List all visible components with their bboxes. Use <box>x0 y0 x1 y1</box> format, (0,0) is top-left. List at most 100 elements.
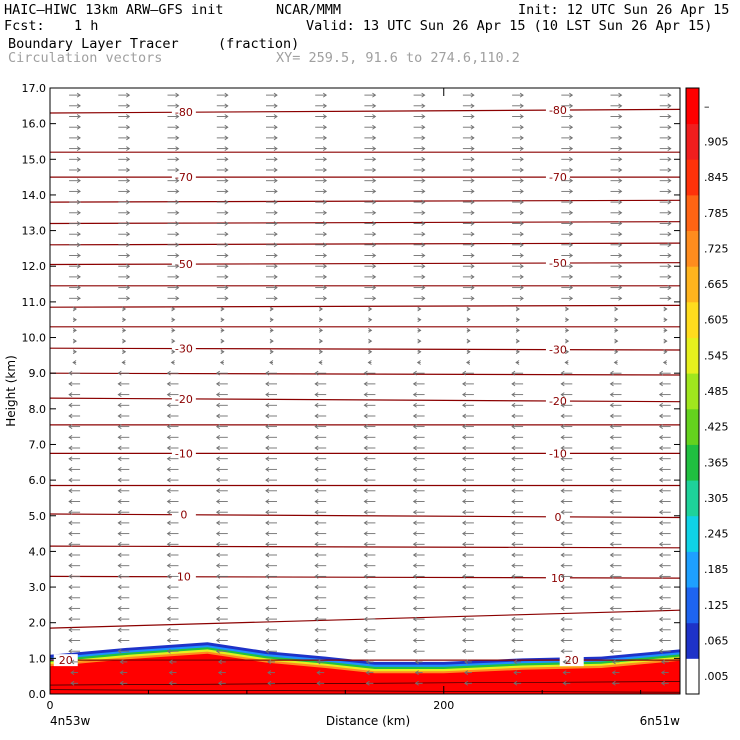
wind-vector-head <box>466 360 471 365</box>
wind-vector-head <box>166 509 171 515</box>
wind-vector-head <box>215 648 221 654</box>
wind-vector-head <box>322 167 328 173</box>
wind-vector-head <box>511 509 516 515</box>
wind-vector-head <box>412 477 417 483</box>
axes: 0.0 1.0 2.0 3.0 4.0 5.0 6.0 7.0 8.0 9.0 10.0 11.0 12… <box>22 82 680 712</box>
wind-vector-head <box>175 167 180 173</box>
wind-vector-head <box>217 659 223 665</box>
wind-vector-head <box>462 381 467 387</box>
wind-vector-head <box>314 467 319 472</box>
wind-vector-head <box>215 434 221 440</box>
wind-vector-head <box>126 263 131 269</box>
colorbar-label: .065 <box>704 635 729 648</box>
wind-vector-head <box>667 146 672 151</box>
wind-vector-head <box>421 231 426 237</box>
wind-vector-head <box>273 274 278 280</box>
wind-vector-head <box>462 584 467 590</box>
wind-vector-head <box>658 563 663 569</box>
wind-vector-head <box>511 467 516 472</box>
wind-vector-head <box>618 242 623 248</box>
wind-vector-head <box>511 616 516 622</box>
wind-vector-head <box>663 317 668 323</box>
colorbar-swatch <box>686 622 699 659</box>
wind-vector-head <box>175 221 180 226</box>
wind-vector-head <box>322 189 328 194</box>
wind-vector-head <box>565 306 570 312</box>
wind-vector-head <box>175 242 180 248</box>
wind-vector-head <box>175 199 180 205</box>
surface-line <box>49 689 681 693</box>
wind-vector-head <box>658 648 663 654</box>
wind-vector-head <box>122 328 127 333</box>
wind-vector-head <box>117 370 122 376</box>
wind-vector-head <box>511 573 516 579</box>
wind-vector-head <box>560 413 565 419</box>
wind-vector-head <box>215 595 221 601</box>
wind-vector-head <box>322 231 328 237</box>
temperature-contours: 20 20 10 10 0 0 -10 -10 -20 -20 -30 -30 -50 -50 -70 -70… <box>49 104 681 667</box>
wind-vector-head <box>322 124 328 130</box>
wind-vector-head <box>117 456 122 462</box>
wind-vector-head <box>273 231 278 237</box>
wind-vector-head <box>166 467 171 472</box>
wind-vector-head <box>658 638 663 643</box>
wind-vector-head <box>372 135 377 141</box>
wind-vector-head <box>658 402 663 408</box>
contour-line <box>49 513 681 519</box>
wind-vector-head <box>462 606 467 611</box>
wind-vector-head <box>609 392 614 397</box>
wind-vector-head <box>76 178 81 184</box>
wind-vector-head <box>412 381 417 387</box>
wind-vector-head <box>412 520 417 526</box>
wind-vector-head <box>166 381 171 387</box>
contour-label: -20 <box>175 393 193 406</box>
wind-vector-head <box>613 360 618 365</box>
wind-vector-head <box>322 210 328 216</box>
wind-vector-head <box>470 167 475 173</box>
wind-vector-head <box>273 285 278 290</box>
wind-vector-head <box>470 210 475 216</box>
wind-vector-head <box>667 242 672 248</box>
colorbar-swatch <box>686 480 699 517</box>
wind-vector-head <box>215 552 221 558</box>
wind-vector-head <box>166 531 171 536</box>
wind-vector-head <box>511 552 516 558</box>
wind-vector-head <box>224 156 229 162</box>
wind-vector-head <box>215 424 221 430</box>
wind-vector-head <box>76 124 81 130</box>
wind-vector-head <box>265 584 270 590</box>
wind-vector-head <box>609 402 614 408</box>
wind-vector-head <box>220 317 225 323</box>
wind-vector-head <box>462 467 467 472</box>
wind-vector-head <box>462 445 467 451</box>
wind-vector-head <box>368 306 373 312</box>
wind-vector-head <box>560 606 565 611</box>
wind-vector-head <box>513 670 518 675</box>
wind-vector-head <box>368 338 373 344</box>
wind-vector-head <box>658 541 663 547</box>
wind-vector-head <box>68 434 73 440</box>
wind-vector-head <box>618 114 623 119</box>
wind-vector-head <box>618 178 623 184</box>
colorbar-label: .485 <box>704 385 729 398</box>
wind-vector-head <box>367 360 372 365</box>
wind-vector-head <box>68 370 73 376</box>
wind-vector-head <box>215 392 221 397</box>
wind-vector-head <box>215 541 221 547</box>
wind-vector-head <box>417 328 422 333</box>
wind-vector-head <box>76 231 81 237</box>
wind-vector-head <box>265 477 270 483</box>
wind-vector-head <box>224 199 229 205</box>
wind-vector-head <box>511 434 516 440</box>
wind-vector-head <box>519 189 524 194</box>
wind-vector-head <box>126 167 131 173</box>
wind-vector-head <box>372 124 377 130</box>
wind-vector-head <box>421 189 426 194</box>
wind-vector-head <box>560 595 565 601</box>
contour-line <box>49 304 681 308</box>
wind-vector-head <box>560 445 565 451</box>
wind-vector-head <box>224 146 229 151</box>
colorbar-swatch <box>686 266 699 303</box>
wind-vector-head <box>462 541 467 547</box>
wind-vector-head <box>560 488 565 494</box>
